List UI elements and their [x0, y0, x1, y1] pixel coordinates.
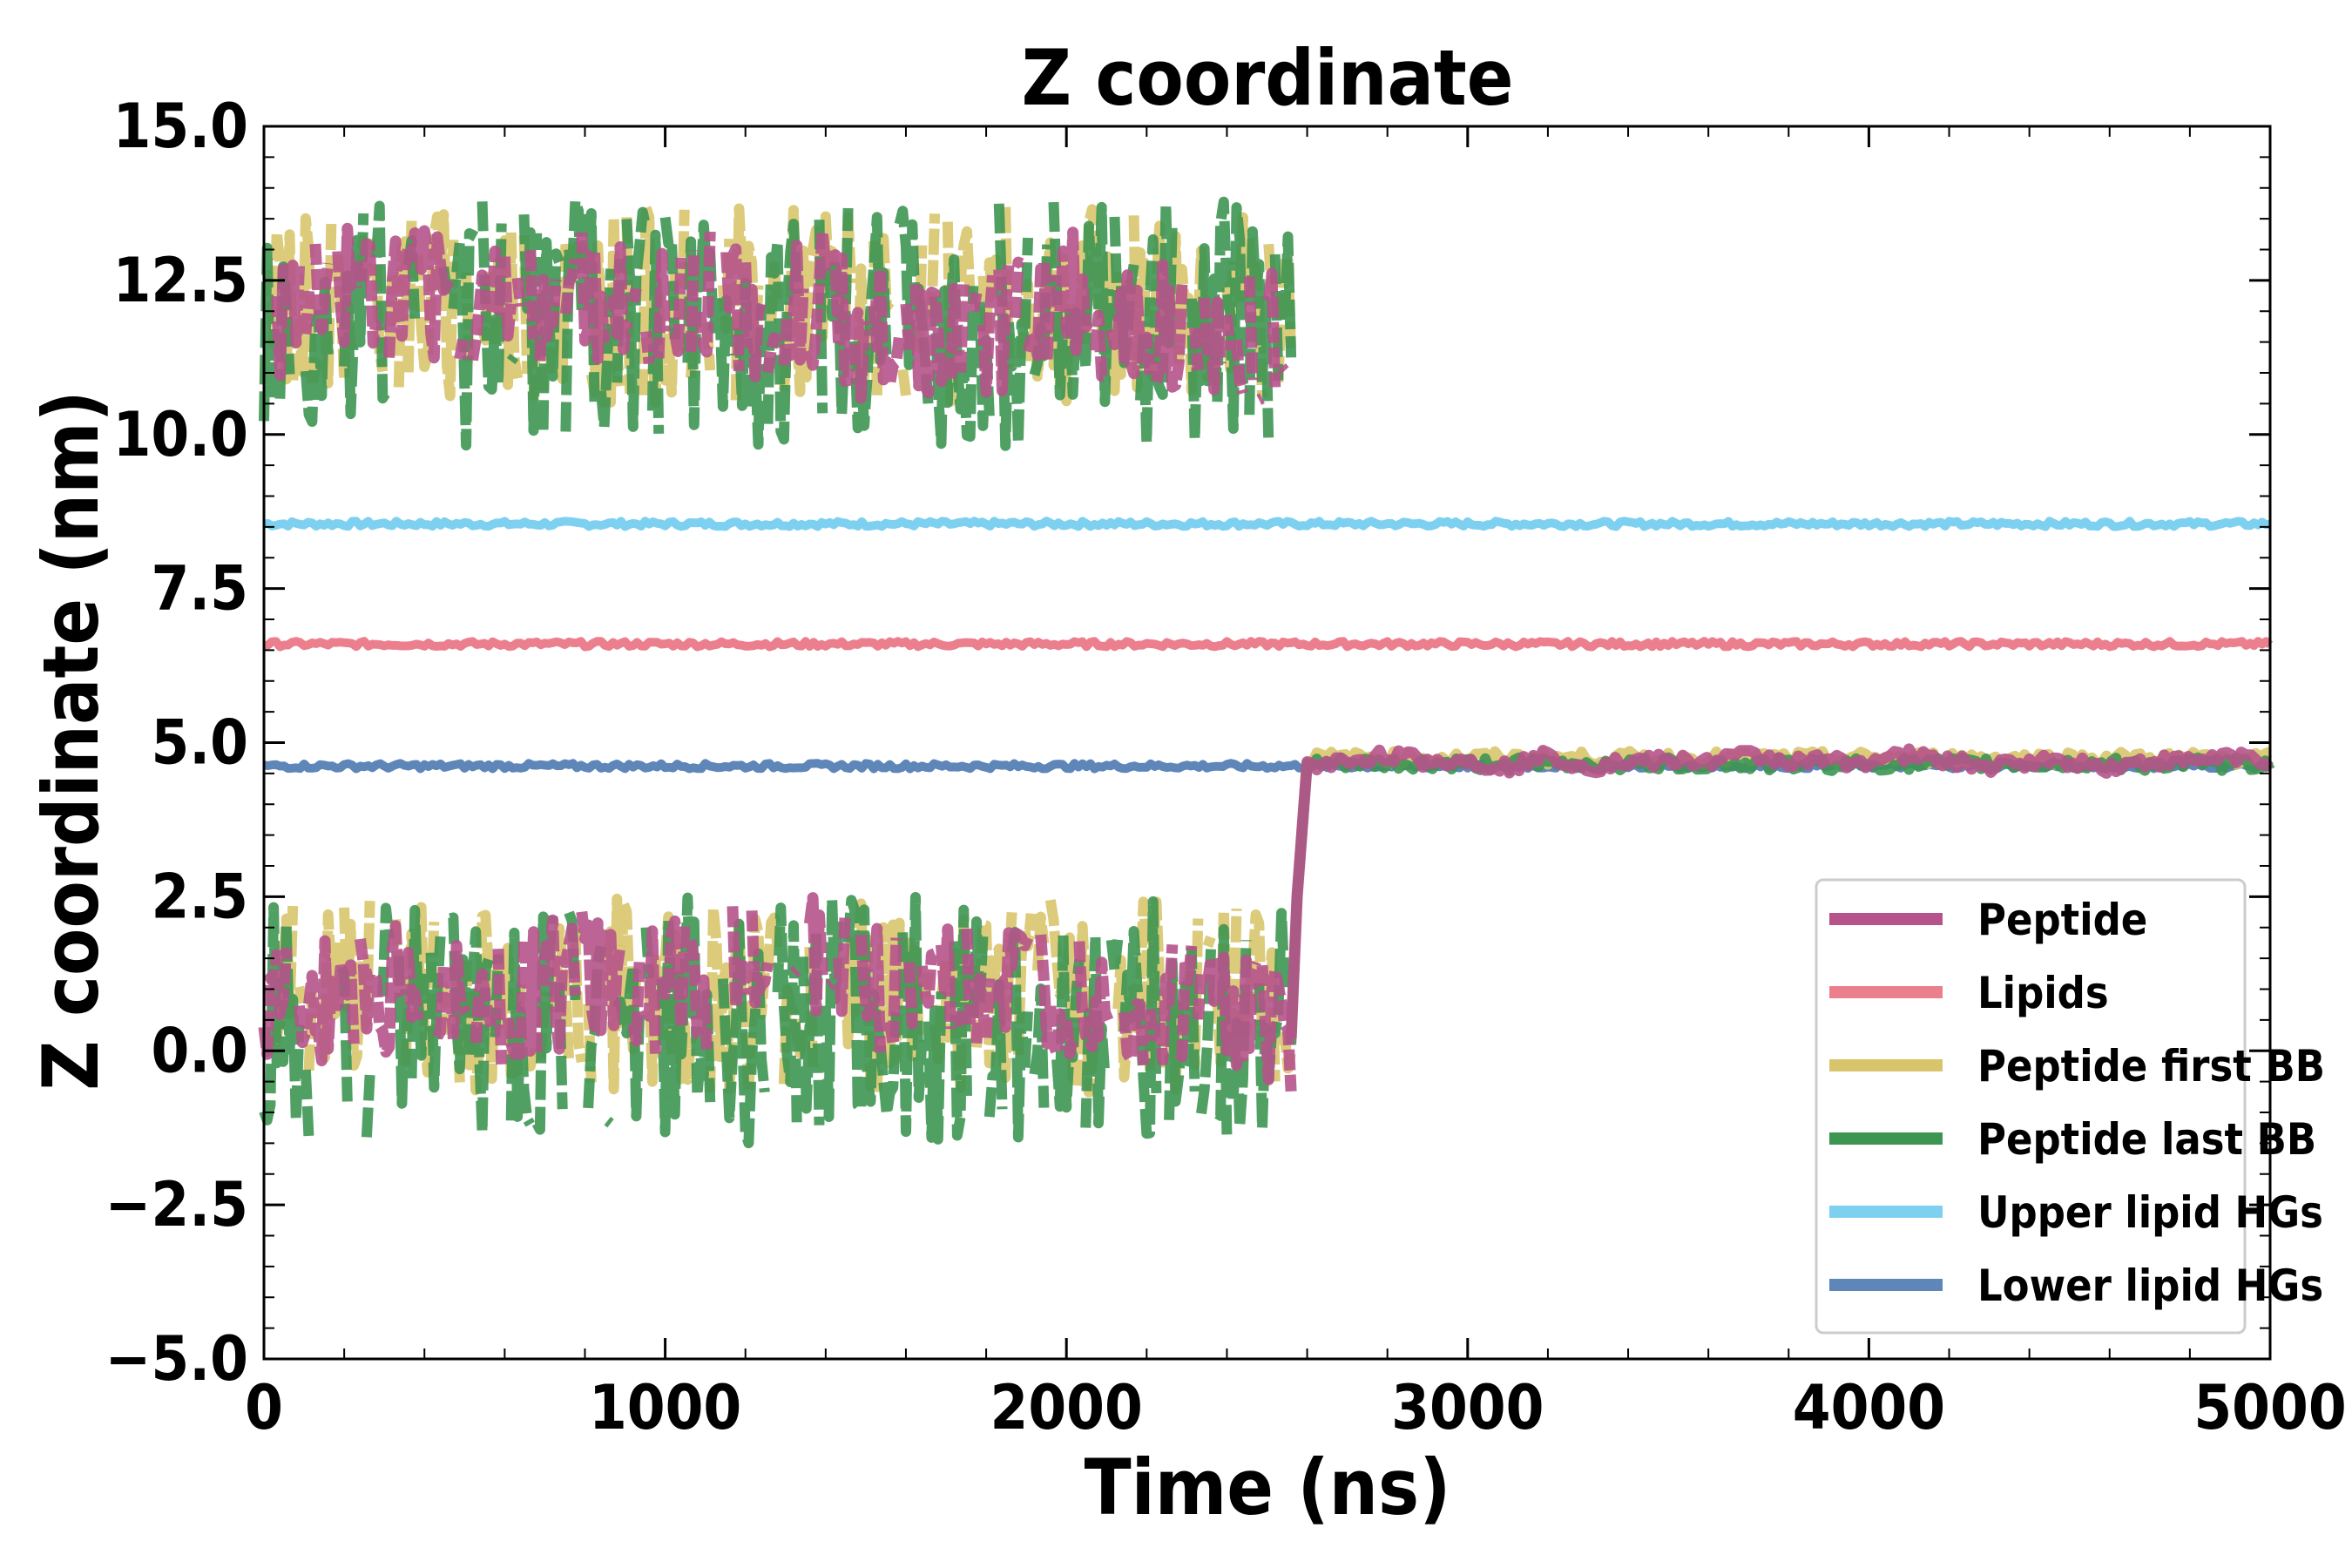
- legend-label: Peptide: [1977, 895, 2147, 945]
- y-tick-label: 12.5: [113, 245, 248, 316]
- legend-label: Upper lipid HGs: [1977, 1187, 2323, 1238]
- x-tick-label: 4000: [1793, 1372, 1945, 1443]
- y-axis-label: Z coordinate (nm): [26, 390, 116, 1091]
- x-tick-label: 0: [245, 1372, 283, 1443]
- chart-title: Z coordinate: [1022, 33, 1514, 123]
- x-tick-label: 1000: [589, 1372, 741, 1443]
- y-tick-label: 2.5: [151, 861, 248, 932]
- legend-label: Peptide first BB: [1977, 1041, 2325, 1092]
- y-tick-label: 0.0: [151, 1015, 248, 1086]
- legend-label: Lipids: [1977, 968, 2109, 1018]
- y-tick-label: 5.0: [151, 707, 248, 779]
- ticks-layer: 0 1000 2000 3000 4000 5000 −5.0 −2.5 0.0 2.5 5.0 7.…: [105, 91, 2347, 1443]
- series-segment-3-0: [259, 195, 1297, 451]
- legend-label: Lower lipid HGs: [1977, 1260, 2323, 1311]
- series-segment-0-after: [1285, 743, 2274, 1039]
- x-tick-label: 3000: [1391, 1372, 1544, 1443]
- series-segment-0-1: [258, 892, 1297, 1092]
- y-tick-label: 7.5: [151, 553, 248, 625]
- series-layer: [258, 195, 2275, 1143]
- y-tick-label: 15.0: [113, 91, 248, 162]
- series-line-0: [258, 228, 2274, 1092]
- series-line-1: [263, 637, 2274, 652]
- plot-frame: [262, 125, 2272, 1361]
- x-tick-label: 2000: [990, 1372, 1143, 1443]
- legend-label: Peptide last BB: [1977, 1114, 2316, 1165]
- y-tick-label: 10.0: [113, 399, 248, 470]
- series-line-4: [263, 517, 2271, 531]
- x-axis-label: Time (ns): [1085, 1443, 1451, 1532]
- x-tick-label: 5000: [2193, 1372, 2346, 1443]
- legend: Peptide Lipids Peptide first BB Peptide las…: [1815, 878, 2325, 1335]
- y-tick-label: −5.0: [105, 1323, 248, 1395]
- y-tick-label: −2.5: [105, 1169, 248, 1240]
